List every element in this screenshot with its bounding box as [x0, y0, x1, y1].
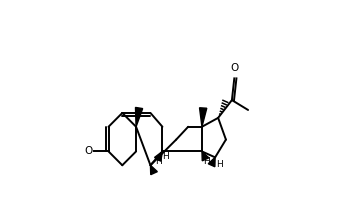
Text: H: H: [155, 157, 162, 166]
Text: O: O: [85, 146, 93, 156]
Text: O: O: [230, 63, 239, 73]
Polygon shape: [208, 157, 215, 167]
Polygon shape: [202, 151, 209, 161]
Text: H: H: [162, 152, 169, 161]
Polygon shape: [200, 108, 207, 127]
Text: H: H: [203, 157, 210, 166]
Polygon shape: [155, 151, 162, 161]
Text: H: H: [216, 160, 223, 169]
Polygon shape: [151, 165, 157, 175]
Polygon shape: [136, 107, 143, 127]
